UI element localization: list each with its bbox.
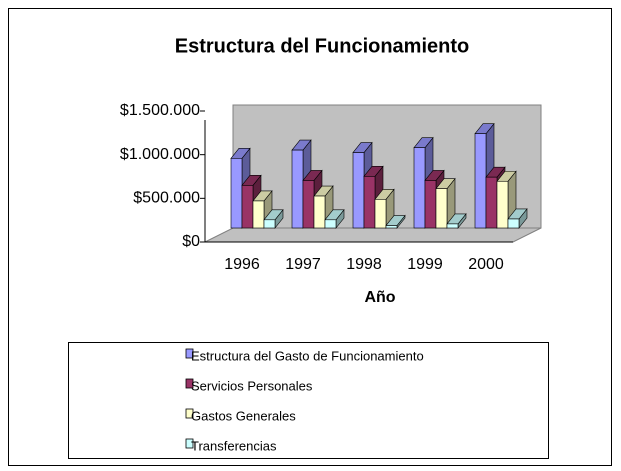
bar (507, 208, 528, 229)
bar-front (374, 199, 387, 229)
y-tick-label: $1.000.000 (120, 146, 200, 163)
chart-title: Estructura del Funcionamiento (175, 35, 469, 57)
bar-front (446, 223, 459, 229)
bar-front (507, 218, 520, 229)
bar-front (424, 180, 437, 229)
bar-front (230, 158, 243, 229)
legend-swatch (185, 378, 194, 389)
bar-front (241, 185, 254, 229)
y-tick-label: $500.000 (133, 190, 200, 207)
legend-label: Estructura del Gasto de Funcionamiento (191, 348, 424, 363)
bar (385, 214, 406, 229)
legend-swatch (185, 438, 194, 449)
bar-front (302, 180, 315, 229)
bar-front (352, 152, 365, 229)
legend-box (68, 342, 549, 459)
legend-swatch (185, 408, 194, 419)
bar (446, 213, 467, 229)
bar-front (313, 195, 326, 229)
legend-label: Servicios Personales (191, 378, 313, 393)
x-tick-label: 2000 (468, 256, 504, 273)
bar-front (324, 219, 337, 229)
bar-front (496, 180, 509, 229)
bar (324, 208, 345, 229)
bar-front (474, 133, 487, 229)
y-tick-label: $0 (182, 233, 200, 250)
floor (204, 227, 542, 243)
bar-front (413, 147, 426, 229)
bar (263, 208, 284, 229)
x-tick-label: 1997 (285, 256, 321, 273)
legend: Estructura del Gasto de Funcionamiento Se… (185, 348, 424, 453)
bar-front (485, 176, 498, 229)
bar-front (252, 200, 265, 229)
bar-front (263, 219, 276, 229)
x-tick-label: 1996 (224, 256, 260, 273)
bar-front (291, 149, 304, 229)
legend-label: Transferencias (191, 438, 277, 453)
x-axis-title: Año (364, 289, 395, 306)
bar-front (435, 188, 448, 229)
y-tick-label: $1.500.000 (120, 102, 200, 119)
x-tick-label: 1998 (346, 256, 382, 273)
x-tick-label: 1999 (407, 256, 443, 273)
legend-swatch (185, 348, 194, 359)
bar-front (385, 225, 398, 229)
legend-label: Gastos Generales (191, 408, 296, 423)
bar-front (363, 176, 376, 229)
